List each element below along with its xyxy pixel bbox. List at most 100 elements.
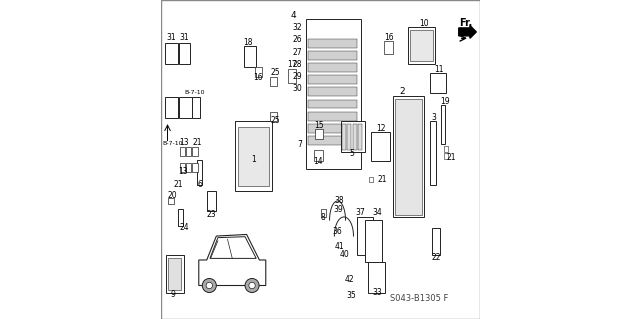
Bar bbox=[244, 46, 256, 67]
Bar bbox=[207, 191, 216, 211]
Text: 16: 16 bbox=[253, 73, 263, 82]
Text: 6: 6 bbox=[197, 180, 202, 189]
Bar bbox=[178, 209, 183, 226]
Bar bbox=[308, 100, 357, 108]
Bar bbox=[186, 147, 191, 156]
Text: 8: 8 bbox=[321, 213, 325, 222]
Text: 25: 25 bbox=[271, 116, 280, 125]
Text: 38: 38 bbox=[334, 196, 344, 204]
Text: 41: 41 bbox=[334, 242, 344, 251]
Bar bbox=[368, 262, 385, 293]
Polygon shape bbox=[199, 234, 266, 286]
Text: 35: 35 bbox=[346, 291, 356, 300]
Text: 2: 2 bbox=[400, 87, 405, 96]
Text: 4: 4 bbox=[291, 11, 297, 19]
Text: B-7-10: B-7-10 bbox=[162, 141, 182, 146]
Bar bbox=[308, 136, 357, 145]
Bar bbox=[356, 217, 372, 255]
Text: 11: 11 bbox=[434, 65, 444, 74]
Bar bbox=[186, 163, 191, 172]
Text: 16: 16 bbox=[384, 33, 394, 42]
Circle shape bbox=[249, 282, 255, 289]
Bar bbox=[165, 97, 178, 118]
Bar bbox=[394, 96, 424, 217]
Text: 26: 26 bbox=[292, 35, 302, 44]
Bar bbox=[308, 63, 357, 72]
Text: 10: 10 bbox=[419, 19, 429, 27]
Bar bbox=[180, 163, 185, 172]
Bar bbox=[197, 160, 202, 185]
Text: 7: 7 bbox=[297, 140, 302, 149]
Text: 27: 27 bbox=[292, 48, 302, 56]
Text: 12: 12 bbox=[376, 124, 386, 133]
Bar bbox=[342, 124, 346, 150]
Text: B-7-10: B-7-10 bbox=[184, 90, 205, 95]
Text: 13: 13 bbox=[179, 138, 189, 147]
Text: 21: 21 bbox=[378, 175, 387, 184]
Circle shape bbox=[206, 282, 212, 289]
Bar bbox=[238, 127, 269, 186]
Bar bbox=[321, 209, 326, 217]
Text: 32: 32 bbox=[292, 23, 302, 32]
Bar bbox=[180, 147, 185, 156]
Bar bbox=[308, 112, 357, 121]
Bar bbox=[440, 105, 445, 144]
Bar bbox=[269, 112, 276, 121]
FancyArrow shape bbox=[459, 26, 476, 38]
Bar bbox=[179, 43, 190, 64]
Text: 23: 23 bbox=[207, 210, 216, 219]
Text: 18: 18 bbox=[243, 38, 253, 47]
Bar bbox=[308, 51, 357, 60]
Circle shape bbox=[245, 278, 259, 293]
Text: 28: 28 bbox=[292, 60, 302, 69]
Bar bbox=[314, 150, 323, 161]
Text: 14: 14 bbox=[314, 157, 323, 166]
Text: 21: 21 bbox=[193, 138, 202, 147]
Bar bbox=[255, 67, 262, 77]
Bar bbox=[193, 97, 200, 118]
Bar bbox=[308, 75, 357, 84]
Bar bbox=[308, 124, 357, 133]
Text: 25: 25 bbox=[271, 68, 280, 77]
Text: S043-B1305 F: S043-B1305 F bbox=[390, 294, 448, 303]
Bar bbox=[168, 198, 174, 204]
Text: 21: 21 bbox=[173, 180, 183, 189]
Bar bbox=[353, 124, 356, 150]
Text: 24: 24 bbox=[179, 223, 189, 232]
Text: 3: 3 bbox=[431, 113, 436, 122]
Text: 1: 1 bbox=[252, 155, 256, 164]
Circle shape bbox=[202, 278, 216, 293]
Bar bbox=[444, 153, 448, 159]
Text: 40: 40 bbox=[339, 250, 349, 259]
Bar bbox=[315, 129, 323, 139]
Bar bbox=[308, 39, 357, 48]
Text: 15: 15 bbox=[315, 121, 324, 130]
Text: 20: 20 bbox=[168, 191, 177, 200]
Bar bbox=[193, 147, 198, 156]
Bar bbox=[408, 27, 435, 64]
Text: 29: 29 bbox=[292, 72, 302, 81]
Text: 22: 22 bbox=[431, 253, 441, 262]
Bar bbox=[371, 132, 390, 161]
Text: 21: 21 bbox=[446, 152, 456, 161]
Text: 31: 31 bbox=[180, 33, 189, 42]
Bar bbox=[430, 73, 446, 93]
Polygon shape bbox=[210, 237, 256, 258]
Bar bbox=[340, 121, 365, 152]
Text: 13: 13 bbox=[178, 167, 188, 176]
Text: 42: 42 bbox=[344, 275, 354, 284]
Bar bbox=[193, 163, 198, 172]
Bar bbox=[165, 43, 178, 64]
Bar bbox=[444, 146, 448, 152]
Text: 5: 5 bbox=[349, 149, 355, 158]
Bar bbox=[430, 121, 436, 185]
Text: 37: 37 bbox=[356, 208, 365, 217]
Text: 33: 33 bbox=[372, 288, 382, 297]
Bar bbox=[384, 41, 394, 54]
Bar bbox=[166, 255, 184, 293]
Bar bbox=[358, 124, 362, 150]
Bar bbox=[395, 99, 422, 215]
Bar bbox=[347, 124, 351, 150]
Bar bbox=[431, 228, 440, 255]
Bar bbox=[179, 97, 192, 118]
